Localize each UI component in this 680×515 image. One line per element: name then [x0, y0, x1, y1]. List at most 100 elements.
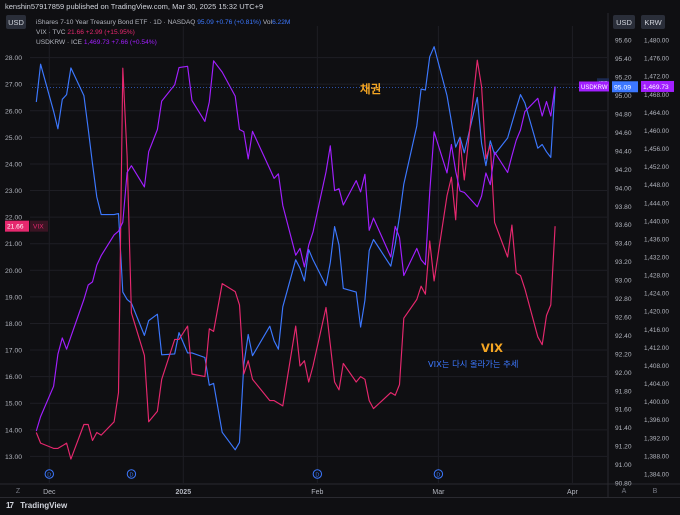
x-tick-label: Dec: [43, 489, 56, 496]
left-tick-label: 25.00: [5, 135, 22, 142]
x-tick-label: Apr: [567, 489, 579, 496]
dividend-marker[interactable]: [433, 469, 444, 479]
zoom-button[interactable]: Z: [16, 488, 21, 495]
right2-tick-label: 1,476.00: [644, 56, 669, 63]
tradingview-brand: TradingView: [20, 501, 68, 510]
legend-row-0[interactable]: iShares 7-10 Year Treasury Bond ETF · 1D…: [36, 19, 290, 26]
right1-tick-label: 94.60: [615, 130, 632, 137]
legend-change: +2.99 (+15.95%): [86, 29, 135, 36]
right-axis-unit-usd-bg: [613, 15, 635, 29]
right2-tick-label: 1,400.00: [644, 399, 669, 406]
left-tick-label: 17.00: [5, 348, 22, 355]
ief-value-tag-bg: [612, 81, 638, 93]
left-tick-label: 22.00: [5, 215, 22, 222]
dividend-marker[interactable]: [126, 469, 137, 479]
right2-tick-label: 1,396.00: [644, 417, 669, 424]
right1-tick-label: 90.80: [615, 481, 632, 488]
right1-tick-label: 92.20: [615, 351, 632, 358]
right2-tick-label: 1,436.00: [644, 236, 669, 243]
right1-tick-label: 93.20: [615, 259, 632, 266]
right1-tick-label: 91.60: [615, 407, 632, 414]
right1-tick-label: 94.80: [615, 112, 632, 119]
right2-tick-label: 1,384.00: [644, 471, 669, 478]
right2-tick-label: 1,480.00: [644, 38, 669, 45]
right1-tick-label: 92.60: [615, 314, 632, 321]
annotation-bond: 채권: [360, 82, 381, 96]
right1-tick-label: 95.40: [615, 56, 632, 63]
right1-tick-label: 94.00: [615, 185, 632, 192]
vix-label-tag: VIX: [33, 224, 44, 231]
left-tick-label: 26.00: [5, 108, 22, 115]
right2-tick-label: 1,428.00: [644, 273, 669, 280]
x-tick-label: 2025: [176, 489, 192, 496]
legend-series-name: iShares 7-10 Year Treasury Bond ETF · 1D…: [36, 19, 197, 26]
legend-row-1[interactable]: VIX · TVC 21.66 +2.99 (+15.95%): [36, 29, 135, 36]
auto-scale-button[interactable]: A: [622, 488, 627, 495]
right-axis-unit-usd[interactable]: USD: [616, 18, 632, 27]
left-tick-label: 24.00: [5, 161, 22, 168]
legend-series-name: VIX · TVC: [36, 29, 67, 36]
vix-value-tag: 21.66: [7, 224, 24, 231]
right2-tick-label: 1,408.00: [644, 363, 669, 370]
ief-value-tag: 95.09: [614, 85, 631, 92]
right2-tick-label: 1,432.00: [644, 255, 669, 262]
series-line-vix[interactable]: [35, 59, 556, 460]
right1-tick-label: 91.00: [615, 462, 632, 469]
right2-tick-label: 1,444.00: [644, 200, 669, 207]
right2-tick-label: 1,460.00: [644, 128, 669, 135]
log-scale-button[interactable]: B: [653, 488, 658, 495]
left-tick-label: 15.00: [5, 401, 22, 408]
publish-header: kenshin57917859 published on TradingView…: [0, 0, 680, 13]
right2-tick-label: 1,464.00: [644, 110, 669, 117]
legend-change: +7.66 (+0.54%): [111, 39, 156, 46]
right2-tick-label: 1,448.00: [644, 182, 669, 189]
left-tick-label: 16.00: [5, 374, 22, 381]
legend-value: 21.66: [67, 29, 85, 36]
left-axis-unit[interactable]: USD: [8, 18, 24, 27]
right1-tick-label: 95.60: [615, 38, 632, 45]
usdkrw-value-tag-bg: [641, 80, 674, 92]
right2-tick-label: 1,388.00: [644, 453, 669, 460]
right1-tick-label: 92.40: [615, 333, 632, 340]
left-tick-label: 18.00: [5, 321, 22, 328]
dividend-marker[interactable]: [312, 469, 323, 479]
right1-tick-label: 93.00: [615, 278, 632, 285]
annotation-vix: VIX: [481, 341, 503, 355]
dividend-marker-label: D: [436, 472, 440, 478]
legend-value: 95.09: [197, 19, 215, 26]
x-tick-label: Mar: [432, 489, 445, 496]
right2-tick-label: 1,416.00: [644, 327, 669, 334]
legend-series-name: USDKRW · ICE: [36, 39, 84, 46]
right2-tick-label: 1,412.00: [644, 345, 669, 352]
usdkrw-label-tag: USDKRW: [581, 85, 608, 91]
right2-tick-label: 1,424.00: [644, 291, 669, 298]
right1-tick-label: 91.20: [615, 444, 632, 451]
usdkrw-value-tag: 1,469.73: [643, 84, 669, 91]
right1-tick-label: 92.80: [615, 296, 632, 303]
right1-tick-label: 94.20: [615, 167, 632, 174]
right1-tick-label: 91.80: [615, 388, 632, 395]
legend-extra-label: Vol: [261, 19, 273, 26]
left-tick-label: 13.00: [5, 454, 22, 461]
right1-tick-label: 95.20: [615, 75, 632, 82]
left-tick-label: 14.00: [5, 427, 22, 434]
left-tick-label: 19.00: [5, 294, 22, 301]
footer: 17 TradingView: [0, 497, 680, 515]
right2-tick-label: 1,392.00: [644, 435, 669, 442]
legend-row-2[interactable]: USDKRW · ICE 1,469.73 +7.66 (+0.54%): [36, 39, 157, 46]
right2-tick-label: 1,440.00: [644, 218, 669, 225]
tradingview-logo[interactable]: 17 TradingView: [6, 501, 67, 510]
dividend-marker[interactable]: [44, 469, 54, 479]
right1-tick-label: 93.40: [615, 241, 632, 248]
dividend-marker-label: D: [315, 472, 319, 478]
right2-tick-label: 1,468.00: [644, 92, 669, 99]
legend: iShares 7-10 Year Treasury Bond ETF · 1D…: [36, 19, 290, 46]
vix-label-tag-bg: [30, 220, 48, 232]
right-axis-unit-krw[interactable]: KRW: [644, 18, 662, 27]
left-tick-label: 28.00: [5, 55, 22, 62]
series-line-usdkrw[interactable]: [35, 60, 556, 432]
right1-tick-label: 93.60: [615, 222, 632, 229]
right1-tick-label: 95.00: [615, 93, 632, 100]
legend-change: +0.76 (+0.81%): [216, 19, 261, 26]
